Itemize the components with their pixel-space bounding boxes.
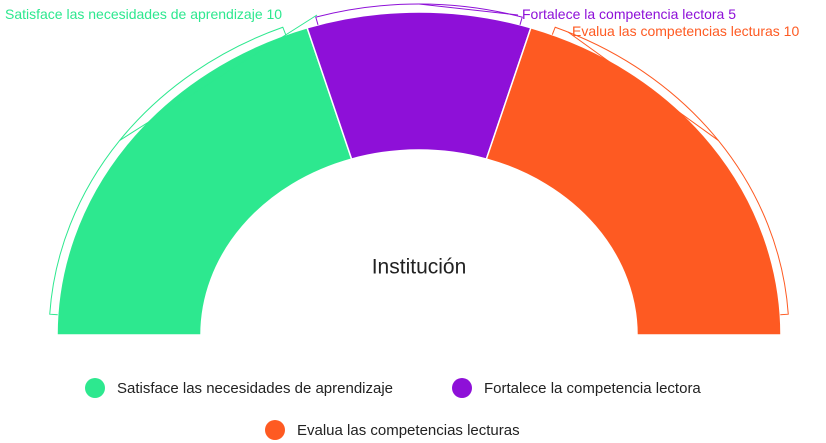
data-label-value: 10 — [267, 6, 283, 22]
data-label: Satisface las necesidades de aprendizaje… — [5, 6, 282, 22]
data-label-value: 10 — [784, 23, 800, 39]
data-label-name: Satisface las necesidades de aprendizaje — [5, 6, 263, 22]
leader-line — [418, 3, 519, 16]
center-label: Institución — [372, 256, 467, 279]
leader-line — [119, 14, 318, 141]
slice — [56, 26, 353, 336]
leader-line — [567, 31, 719, 141]
legend-swatch — [85, 378, 105, 398]
legend-label: Fortalece la competencia lectora — [484, 380, 701, 397]
data-label: Evalua las competencias lecturas 10 — [572, 23, 799, 39]
data-label-name: Fortalece la competencia lectora — [522, 6, 725, 22]
legend-label: Evalua las competencias lecturas — [297, 422, 520, 439]
data-label-value: 5 — [728, 6, 736, 22]
legend-label: Satisface las necesidades de aprendizaje — [117, 380, 393, 397]
legend-swatch — [265, 420, 285, 440]
slice — [485, 26, 782, 336]
data-label-name: Evalua las competencias lecturas — [572, 23, 780, 39]
data-label: Fortalece la competencia lectora 5 — [522, 6, 736, 22]
legend-swatch — [452, 378, 472, 398]
